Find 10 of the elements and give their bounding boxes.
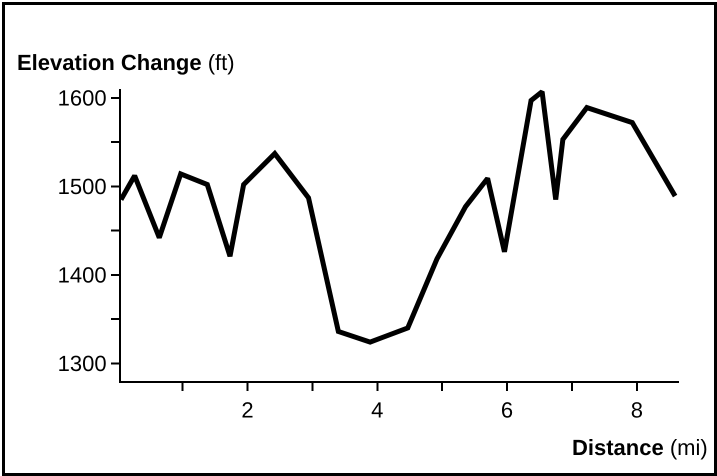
- x-tick-label: 2: [241, 397, 254, 422]
- x-axis-title: Distance (mi): [572, 435, 708, 460]
- y-tick-label: 1600: [58, 86, 107, 111]
- y-axis-title: Elevation Change (ft): [17, 50, 235, 75]
- x-tick-label: 6: [500, 397, 514, 422]
- y-tick-label: 1400: [58, 262, 107, 288]
- y-tick-label: 1500: [58, 174, 107, 200]
- x-tick-label: 8: [630, 397, 643, 422]
- y-tick-label: 1300: [58, 351, 107, 376]
- x-tick-label: 4: [371, 397, 384, 422]
